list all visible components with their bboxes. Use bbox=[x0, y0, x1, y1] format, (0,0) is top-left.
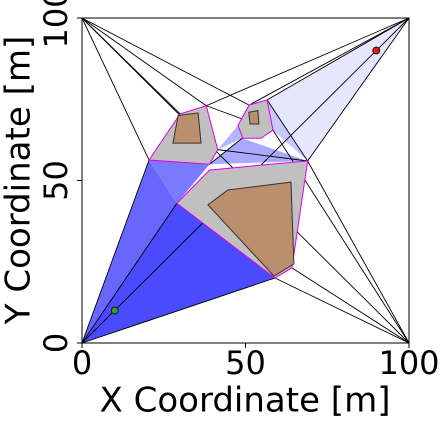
edge bbox=[81, 17, 150, 161]
x-axis-label: X Coordinate [m] bbox=[100, 381, 391, 421]
edge bbox=[217, 149, 308, 162]
edge bbox=[266, 17, 410, 101]
free-triangle bbox=[82, 203, 275, 343]
edge bbox=[81, 17, 250, 106]
edge bbox=[81, 277, 276, 344]
x-tick-label: 100 bbox=[378, 344, 439, 382]
free-triangle bbox=[82, 160, 177, 343]
free-triangle bbox=[217, 125, 243, 150]
y-tick-label: 0 bbox=[37, 333, 75, 353]
marker bbox=[110, 306, 119, 315]
y-axis-label: Y Coordinate [m] bbox=[0, 36, 39, 325]
obstacle bbox=[207, 181, 295, 277]
free-triangle bbox=[149, 160, 210, 204]
obstacle bbox=[172, 112, 202, 144]
obstacle bbox=[248, 110, 260, 125]
edge bbox=[307, 160, 410, 344]
edge bbox=[81, 17, 207, 107]
edge bbox=[209, 137, 243, 165]
y-tick-label: 50 bbox=[37, 160, 75, 201]
edge bbox=[81, 159, 150, 344]
edge bbox=[206, 17, 410, 107]
edge bbox=[81, 202, 178, 344]
marker bbox=[372, 46, 381, 55]
edge bbox=[307, 17, 410, 162]
x-tick-label: 0 bbox=[72, 344, 92, 382]
y-tick-label: 100 bbox=[37, 0, 75, 49]
edge bbox=[291, 267, 410, 344]
edge bbox=[274, 277, 410, 344]
edge bbox=[248, 17, 410, 106]
x-tick-label: 50 bbox=[225, 344, 266, 382]
edge bbox=[266, 99, 309, 162]
